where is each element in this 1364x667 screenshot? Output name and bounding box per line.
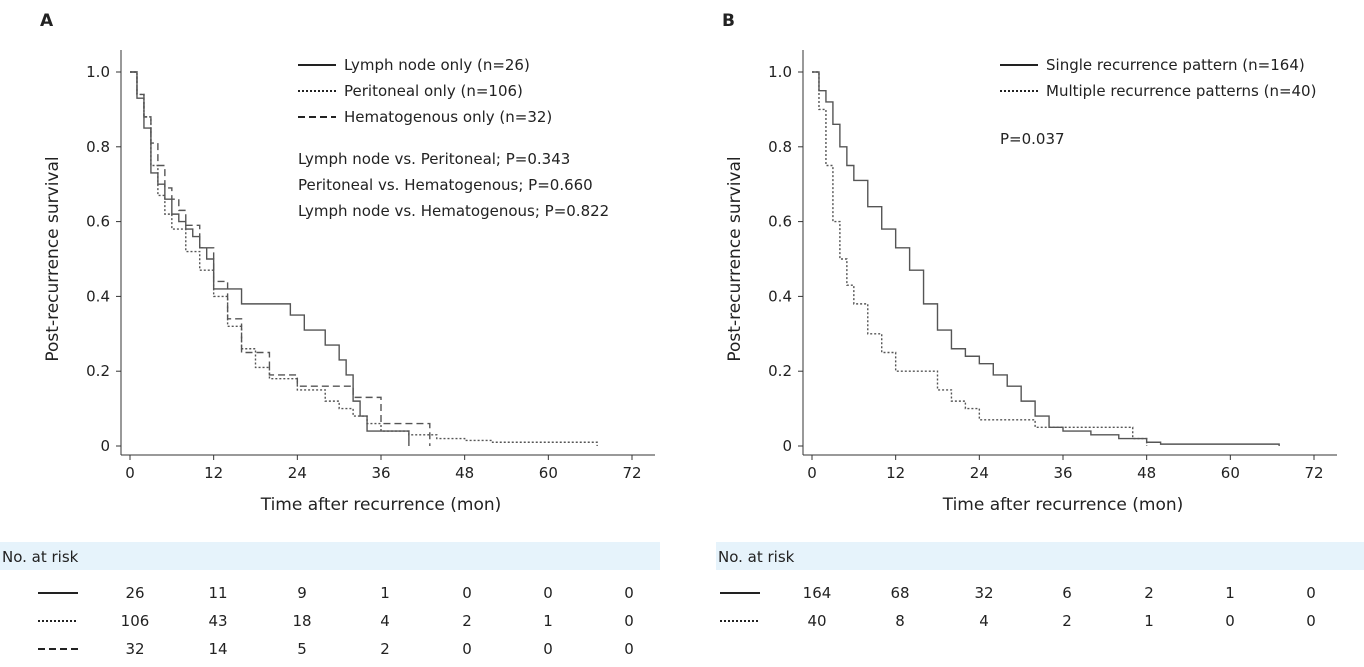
p-value-annotation: P=0.037: [1000, 130, 1065, 148]
survival-curve-dashed: [130, 71, 431, 446]
risk-count: 2: [380, 640, 390, 658]
y-tick-label: 0: [100, 437, 110, 455]
risk-count: 40: [807, 612, 826, 630]
survival-curve-dotted: [812, 71, 1148, 446]
risk-count: 8: [895, 612, 905, 630]
y-axis-label: Post-recurrence survival: [43, 156, 63, 361]
risk-count: 43: [208, 612, 227, 630]
risk-count: 14: [208, 640, 227, 658]
risk-count: 0: [624, 584, 634, 602]
p-value-annotation: Lymph node vs. Peritoneal; P=0.343: [298, 150, 570, 168]
x-tick-label: 72: [1304, 464, 1323, 482]
x-tick-label: 12: [204, 464, 223, 482]
risk-count: 2: [1062, 612, 1072, 630]
y-tick-label: 0.2: [86, 362, 110, 380]
y-tick-label: 1.0: [86, 63, 110, 81]
x-tick-label: 60: [1221, 464, 1240, 482]
risk-count: 0: [543, 640, 553, 658]
risk-table-header-band: [0, 542, 660, 570]
x-tick-label: 60: [539, 464, 558, 482]
risk-count: 0: [1306, 584, 1316, 602]
x-tick-label: 36: [1053, 464, 1072, 482]
risk-count: 18: [292, 612, 311, 630]
risk-count: 6: [1062, 584, 1072, 602]
y-tick-label: 0: [782, 437, 792, 455]
risk-count: 68: [890, 584, 909, 602]
risk-table-header: No. at risk: [718, 548, 795, 566]
risk-count: 2: [1144, 584, 1154, 602]
panel-label: B: [722, 11, 735, 31]
x-tick-label: 24: [970, 464, 989, 482]
risk-count: 0: [1225, 612, 1235, 630]
legend-label: Single recurrence pattern (n=164): [1046, 56, 1305, 74]
risk-count: 2: [462, 612, 472, 630]
legend-label: Peritoneal only (n=106): [344, 82, 523, 100]
panel-a: A 0 0.2 0.4 0.6 0.8 1.0 0 12 24 36 48 60 72 Time after…: [0, 0, 682, 662]
risk-table-header-band: [716, 542, 1364, 570]
risk-count: 164: [803, 584, 832, 602]
y-tick-label: 0.8: [768, 138, 792, 156]
x-tick-label: 48: [455, 464, 474, 482]
risk-count: 0: [543, 584, 553, 602]
x-tick-label: 24: [288, 464, 307, 482]
risk-count: 0: [1306, 612, 1316, 630]
x-tick-label: 36: [371, 464, 390, 482]
y-tick-label: 0.6: [86, 213, 110, 231]
y-tick-label: 0.6: [768, 213, 792, 231]
p-value-annotation: Peritoneal vs. Hematogenous; P=0.660: [298, 176, 593, 194]
x-tick-label: 12: [886, 464, 905, 482]
x-axis-label: Time after recurrence (mon): [260, 495, 502, 515]
risk-count: 0: [624, 640, 634, 658]
legend-label: Hematogenous only (n=32): [344, 108, 552, 126]
survival-curve-solid: [130, 71, 410, 446]
risk-count: 1: [380, 584, 390, 602]
risk-count: 32: [125, 640, 144, 658]
y-tick-label: 0.8: [86, 138, 110, 156]
risk-table-header: No. at risk: [2, 548, 79, 566]
risk-count: 1: [1144, 612, 1154, 630]
risk-count: 0: [624, 612, 634, 630]
risk-count: 9: [297, 584, 307, 602]
survival-curve-solid: [812, 71, 1280, 446]
risk-count: 106: [121, 612, 150, 630]
y-tick-label: 0.4: [86, 287, 110, 305]
risk-count: 1: [1225, 584, 1235, 602]
risk-count: 4: [380, 612, 390, 630]
risk-count: 0: [462, 584, 472, 602]
panel-label: A: [40, 11, 54, 31]
risk-count: 0: [462, 640, 472, 658]
x-axis-label: Time after recurrence (mon): [942, 495, 1184, 515]
survival-curve-dotted: [130, 71, 598, 446]
risk-count: 11: [208, 584, 227, 602]
legend-label: Multiple recurrence patterns (n=40): [1046, 82, 1316, 100]
y-tick-label: 0.4: [768, 287, 792, 305]
risk-count: 1: [543, 612, 553, 630]
p-value-annotation: Lymph node vs. Hematogenous; P=0.822: [298, 202, 609, 220]
risk-count: 32: [974, 584, 993, 602]
risk-count: 26: [125, 584, 144, 602]
x-tick-label: 0: [807, 464, 817, 482]
x-tick-label: 72: [622, 464, 641, 482]
risk-count: 4: [979, 612, 989, 630]
x-tick-label: 48: [1137, 464, 1156, 482]
risk-count: 5: [297, 640, 307, 658]
x-tick-label: 0: [125, 464, 135, 482]
y-axis-label: Post-recurrence survival: [725, 156, 745, 361]
legend-label: Lymph node only (n=26): [344, 56, 530, 74]
y-tick-label: 1.0: [768, 63, 792, 81]
y-tick-label: 0.2: [768, 362, 792, 380]
panel-b: B 0 0.2 0.4 0.6 0.8 1.0 0 12 24 36 48 60 72 Time after…: [682, 0, 1364, 662]
